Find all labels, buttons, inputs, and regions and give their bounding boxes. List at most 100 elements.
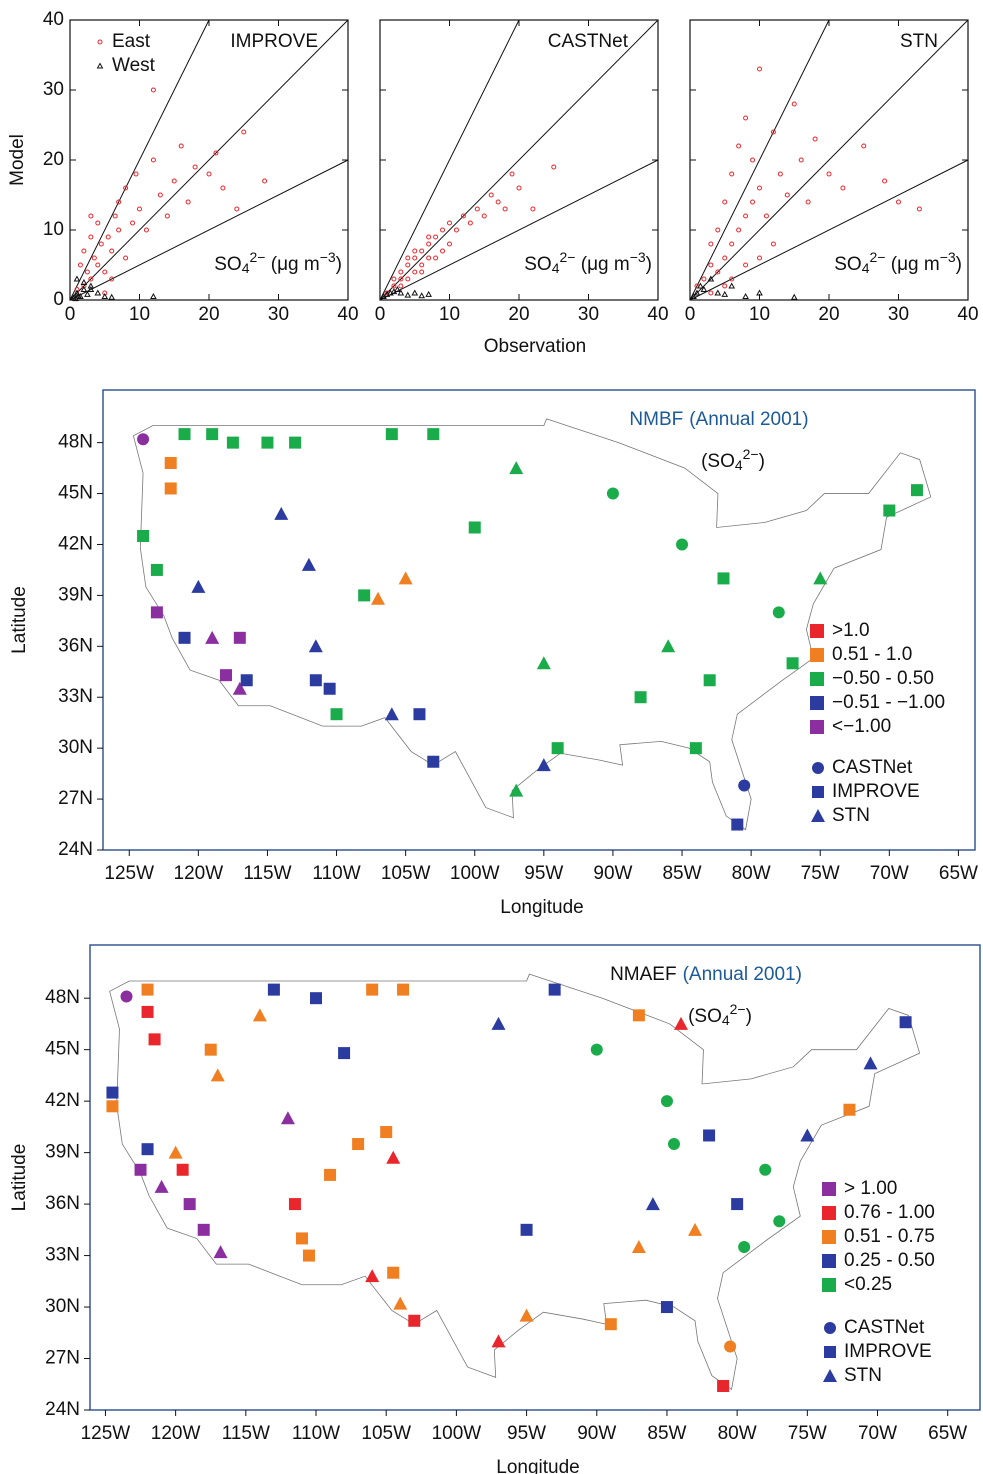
point bbox=[440, 248, 446, 254]
point bbox=[411, 289, 419, 296]
reference-line bbox=[69, 19, 210, 301]
country-outline bbox=[109, 973, 921, 1391]
title-part: (Annual 2001) bbox=[683, 964, 802, 985]
point bbox=[433, 255, 439, 261]
point bbox=[405, 276, 411, 282]
point bbox=[123, 185, 129, 191]
site-marker bbox=[205, 630, 220, 644]
point bbox=[784, 192, 790, 198]
x-tick-label: 100W bbox=[450, 863, 500, 884]
x-tick-label: 125W bbox=[81, 1423, 131, 1444]
point bbox=[447, 241, 452, 247]
point bbox=[84, 269, 90, 275]
point bbox=[467, 220, 473, 226]
title-part: NMAEF bbox=[610, 964, 677, 985]
point bbox=[447, 220, 452, 226]
legend-label: STN bbox=[832, 805, 870, 826]
site-marker bbox=[676, 538, 689, 551]
species-label: SO42− (μg m−3) bbox=[214, 249, 342, 275]
x-tick-label: 20 bbox=[198, 304, 219, 325]
x-tick-label: 30 bbox=[888, 304, 909, 325]
site-marker bbox=[661, 639, 676, 653]
species-label: SO42− (μg m−3) bbox=[834, 249, 962, 275]
point bbox=[791, 101, 797, 107]
y-tick-label: 42N bbox=[58, 533, 93, 554]
site-marker bbox=[197, 1223, 210, 1236]
x-tick-label: 40 bbox=[957, 304, 978, 325]
y-tick-label: 27N bbox=[58, 788, 93, 809]
y-tick-label: 30N bbox=[45, 1296, 80, 1317]
point bbox=[150, 157, 156, 163]
y-tick-label: 39N bbox=[58, 584, 93, 605]
site-marker bbox=[206, 428, 219, 441]
text-part: ) bbox=[759, 451, 765, 472]
y-axis-label: Model bbox=[7, 134, 28, 186]
point bbox=[84, 290, 91, 297]
site-marker bbox=[536, 758, 551, 772]
point bbox=[130, 220, 136, 226]
site-marker bbox=[724, 1340, 737, 1353]
legend-marker bbox=[812, 762, 824, 774]
point bbox=[419, 248, 425, 254]
site-marker bbox=[210, 1068, 225, 1082]
point bbox=[116, 227, 122, 233]
site-marker bbox=[863, 1056, 878, 1070]
point bbox=[419, 269, 425, 275]
y-tick-label: 24N bbox=[58, 839, 93, 860]
site-marker bbox=[330, 708, 343, 721]
site-marker bbox=[645, 1197, 660, 1211]
site-marker bbox=[408, 1314, 421, 1327]
point bbox=[95, 262, 101, 268]
point bbox=[460, 213, 466, 219]
text-part: 4 bbox=[552, 260, 560, 276]
site-marker bbox=[604, 1318, 617, 1331]
point bbox=[743, 213, 749, 219]
point bbox=[88, 234, 94, 240]
reference-line bbox=[379, 19, 659, 301]
point bbox=[241, 129, 247, 135]
site-marker bbox=[427, 755, 440, 768]
point bbox=[213, 150, 219, 156]
x-tick-label: 70W bbox=[858, 1423, 897, 1444]
legend-label: <−1.00 bbox=[832, 716, 891, 737]
point bbox=[798, 157, 804, 163]
site-marker bbox=[703, 1129, 716, 1142]
x-tick-label: 65W bbox=[939, 863, 978, 884]
point bbox=[133, 171, 139, 177]
point bbox=[123, 255, 129, 261]
text-part: (μg m bbox=[575, 254, 629, 275]
legend-label: −0.50 - 0.50 bbox=[832, 668, 934, 689]
site-marker bbox=[509, 461, 524, 475]
text-part: 2− bbox=[730, 1001, 746, 1017]
point bbox=[426, 234, 432, 240]
text-part: ) bbox=[746, 1006, 752, 1027]
legend-label: CASTNet bbox=[832, 757, 913, 778]
site-marker bbox=[660, 1301, 673, 1314]
text-part: −3 bbox=[630, 249, 646, 265]
y-tick-label: 30 bbox=[43, 79, 64, 100]
title-part: (Annual 2001) bbox=[689, 409, 808, 430]
reference-line bbox=[69, 19, 349, 301]
point bbox=[722, 199, 728, 205]
site-marker bbox=[660, 1095, 673, 1108]
site-marker bbox=[178, 631, 191, 644]
site-marker bbox=[150, 563, 163, 576]
legend-marker bbox=[96, 62, 104, 69]
y-tick-label: 40 bbox=[43, 9, 64, 30]
site-marker bbox=[295, 1232, 308, 1245]
map-frame bbox=[102, 389, 976, 851]
point bbox=[418, 292, 426, 299]
legend-label: > 1.00 bbox=[844, 1178, 897, 1199]
point bbox=[77, 262, 83, 268]
site-marker bbox=[178, 428, 191, 441]
x-tick-label: 40 bbox=[337, 304, 358, 325]
site-marker bbox=[301, 557, 316, 571]
site-marker bbox=[261, 436, 274, 449]
point bbox=[916, 206, 922, 212]
point bbox=[98, 241, 104, 247]
site-marker bbox=[154, 1179, 169, 1193]
title-part: NMBF bbox=[629, 409, 683, 430]
point bbox=[405, 255, 411, 261]
legend-label: −0.51 - −1.00 bbox=[832, 692, 945, 713]
point bbox=[262, 178, 268, 184]
